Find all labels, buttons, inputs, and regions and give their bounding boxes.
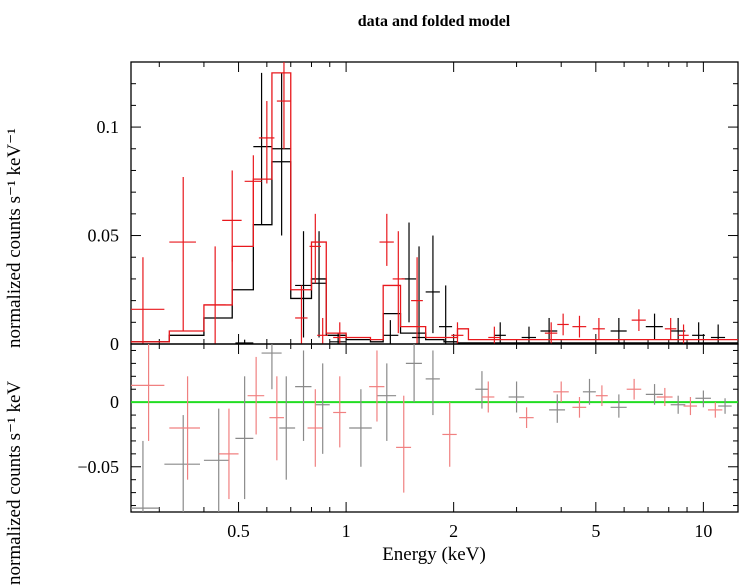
y-axis-label-bottom: normalized counts s⁻¹ keV: [4, 381, 25, 585]
x-tick-label: 2: [449, 521, 458, 541]
x-tick-label: 10: [694, 521, 712, 541]
y-tick-label: 0: [110, 392, 119, 412]
bottom-panel: −0.05 0 0.5 1 2 5 10: [77, 343, 739, 541]
y-axis-label-top: normalized counts s⁻¹ keV⁻¹: [4, 128, 25, 348]
x-tick-label: 1: [342, 521, 351, 541]
chart-title: data and folded model: [358, 13, 511, 30]
model-step-line: [131, 161, 738, 344]
y-tick-label: −0.05: [77, 457, 119, 477]
plot-frame: [130, 61, 739, 345]
y-tick-label: 0.1: [97, 117, 120, 137]
y-tick-label: 0.05: [88, 226, 120, 246]
x-axis-label: Energy (keV): [382, 544, 486, 565]
top-panel: 0 0.05 0.1: [88, 61, 739, 354]
x-tick-label: 0.5: [227, 521, 250, 541]
model-step-line: [131, 72, 738, 343]
plot-frame: [130, 343, 739, 513]
y-tick-label: 0: [110, 334, 119, 354]
x-tick-label: 5: [591, 521, 600, 541]
